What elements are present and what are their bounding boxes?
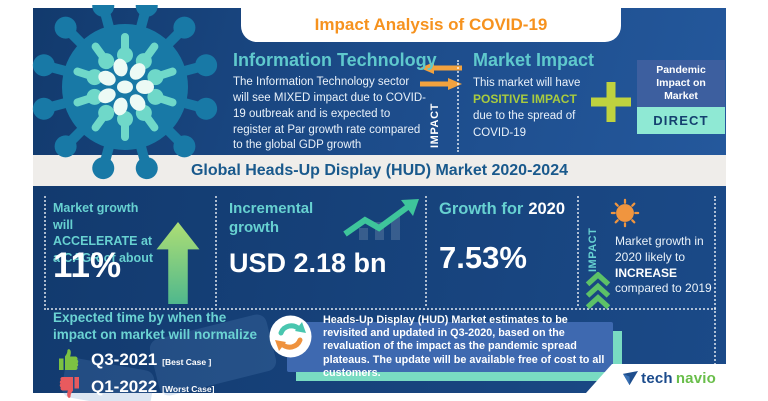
cagr-line3: a CAGR of about <box>53 250 153 265</box>
incremental-growth-label: Incremental growth <box>229 200 313 238</box>
cagr-line1: Market growth will <box>53 201 139 232</box>
stats-dotted-divider <box>44 196 46 306</box>
logo-text-tech: tech <box>641 370 673 387</box>
growth-2020-label: Growth for 2020 <box>439 200 565 219</box>
horizontal-dotted-divider <box>44 308 716 310</box>
impact-vertical-label-bottom: IMPACT <box>587 227 599 272</box>
pandemic-impact-value: DIRECT <box>637 107 725 135</box>
cagr-stat-block: Market growth will ACCELERATE at a CAGR … <box>53 200 161 266</box>
impact-highlight: INCREASE <box>615 265 678 280</box>
coronavirus-icon <box>32 5 218 180</box>
incremental-growth-value: USD 2.18 bn <box>229 248 387 278</box>
title-banner: Impact Analysis of COVID-19 <box>241 8 621 42</box>
stats-dotted-divider <box>714 196 716 392</box>
top-dotted-divider <box>457 60 459 152</box>
best-case-row: Q3-2021 [Best Case ] <box>53 348 293 371</box>
stats-dotted-divider <box>577 196 579 306</box>
impact-line3: compared to 2019 <box>615 281 712 296</box>
impact-vertical-label-top: IMPACT <box>429 103 441 148</box>
top-section: Impact Analysis of COVID-19 Information … <box>32 5 726 180</box>
impact-line2: 2020 likely to <box>615 249 686 264</box>
note-text: Heads-Up Display (HUD) Market estimates … <box>323 313 605 380</box>
logo-text-navio: navio <box>675 370 716 387</box>
market-impact-line2: due to the spread of <box>473 110 576 123</box>
best-case-label: [Best Case ] <box>162 356 212 367</box>
growth-2020-value: 7.53% <box>439 240 527 275</box>
technavio-logo-icon <box>623 371 639 386</box>
pandemic-impact-box: Pandemic Impact on Market DIRECT <box>637 60 725 135</box>
brand-logo-area: tech navio <box>586 364 726 393</box>
normalize-heading-line2: impact on market will normalize <box>53 326 258 342</box>
cagr-value: 11% <box>53 246 122 285</box>
market-impact-line3: COVID-19 <box>473 126 527 139</box>
bottom-section: Market growth will ACCELERATE at a CAGR … <box>33 186 727 401</box>
content-area: Impact Analysis of COVID-19 Information … <box>32 5 727 401</box>
plus-icon <box>591 82 631 122</box>
trend-up-chart-icon <box>343 199 419 240</box>
stats-dotted-divider <box>215 196 217 306</box>
worst-case-row: Q1-2022 [Worst Case] <box>53 376 293 398</box>
thumbs-down-icon <box>59 376 79 398</box>
growth-label-year: 2020 <box>528 200 566 218</box>
worst-case-value: Q1-2022 <box>91 376 158 396</box>
pandemic-impact-label: Pandemic Impact on Market <box>637 60 725 108</box>
sector-impact-block: Information Technology The Information T… <box>233 50 437 154</box>
market-impact-line1: This market will have <box>473 77 581 89</box>
virus-sun-icon <box>610 198 640 228</box>
sector-body: The Information Technology sector will s… <box>233 76 427 152</box>
market-impact-block: Market Impact This market will have POSI… <box>473 50 605 141</box>
sector-heading: Information Technology <box>233 50 437 70</box>
best-case-value: Q3-2021 <box>91 349 158 369</box>
impact-line1: Market growth in <box>615 234 704 248</box>
cagr-line2: ACCELERATE at <box>53 234 153 248</box>
stats-dotted-divider <box>425 196 427 306</box>
worst-case-label: [Worst Case] <box>162 383 215 394</box>
incremental-line1: Incremental <box>229 200 314 217</box>
page-title: Impact Analysis of COVID-19 <box>314 15 548 34</box>
thumbs-up-icon <box>59 348 79 370</box>
growth-label-prefix: Growth for <box>439 200 524 218</box>
triple-chevron-up-icon <box>585 272 611 310</box>
note-box: Heads-Up Display (HUD) Market estimates … <box>287 314 613 379</box>
normalize-block: Expected time by when the impact on mark… <box>53 310 293 398</box>
market-impact-highlight: POSITIVE IMPACT <box>473 92 577 107</box>
impact-2020-text: Market growth in 2020 likely to INCREASE… <box>615 234 727 297</box>
incremental-line2: growth <box>229 218 279 236</box>
market-title: Global Heads-Up Display (HUD) Market 202… <box>190 161 568 179</box>
market-impact-heading: Market Impact <box>473 50 595 70</box>
refresh-arrows-icon <box>269 315 312 358</box>
normalize-heading-line1: Expected time by when the <box>53 310 227 325</box>
up-arrow-icon <box>156 222 200 304</box>
